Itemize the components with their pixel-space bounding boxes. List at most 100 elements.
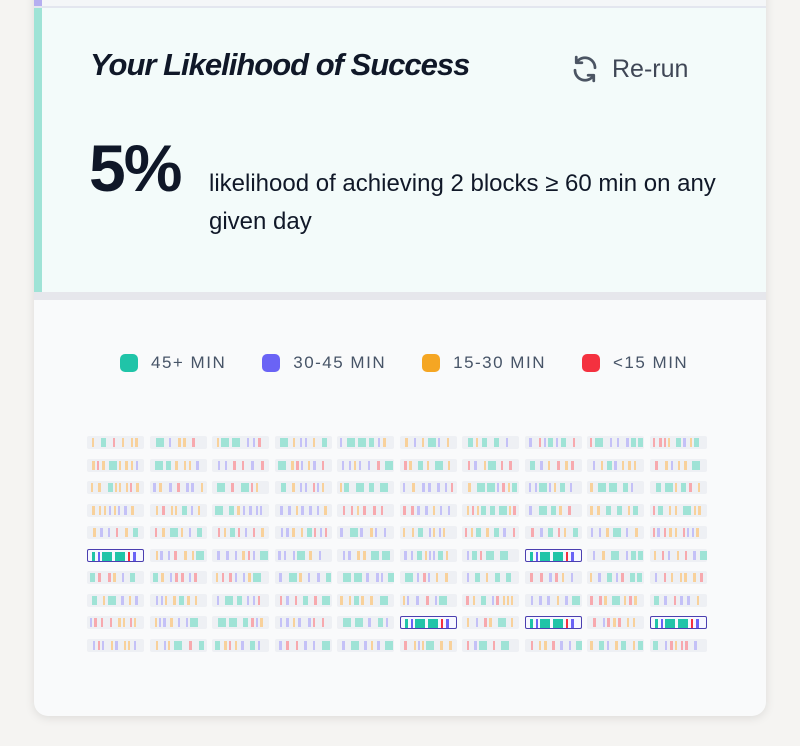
session-mark <box>623 483 628 492</box>
session-mark <box>476 618 478 627</box>
session-mark <box>285 528 289 537</box>
session-mark <box>115 640 118 650</box>
session-mark <box>432 505 435 515</box>
simulated-day-success <box>524 616 582 629</box>
simulated-day <box>87 436 144 449</box>
session-mark <box>176 483 180 492</box>
session-mark <box>278 640 282 650</box>
simulated-day <box>462 526 519 539</box>
simulated-day <box>649 593 707 607</box>
session-mark <box>321 438 327 447</box>
session-mark <box>481 595 486 605</box>
session-mark <box>529 551 533 561</box>
session-mark <box>348 550 351 560</box>
session-mark <box>217 438 219 447</box>
session-mark <box>674 640 677 650</box>
session-mark <box>550 505 556 515</box>
session-mark <box>690 619 693 628</box>
simulated-day <box>274 458 332 472</box>
session-mark <box>652 505 655 515</box>
session-mark <box>494 528 499 537</box>
session-mark <box>539 528 543 537</box>
session-mark <box>108 595 116 605</box>
session-mark <box>655 483 661 492</box>
rerun-button[interactable]: Re-run <box>570 52 688 86</box>
session-mark <box>489 618 492 627</box>
session-mark <box>292 438 295 447</box>
session-mark <box>280 483 286 492</box>
simulated-day <box>87 638 144 652</box>
session-mark <box>340 483 342 492</box>
session-mark <box>312 618 315 627</box>
session-mark <box>349 595 351 605</box>
session-mark <box>673 595 676 605</box>
session-mark <box>404 619 408 628</box>
session-mark <box>668 528 672 537</box>
session-mark <box>241 483 249 492</box>
session-mark <box>495 573 500 582</box>
session-mark <box>408 460 412 470</box>
session-mark <box>468 460 470 470</box>
simulated-day <box>337 638 394 652</box>
session-mark <box>343 618 351 627</box>
session-mark <box>513 528 515 537</box>
session-mark <box>633 640 635 650</box>
legend-swatch <box>422 354 441 372</box>
session-mark <box>98 573 101 582</box>
session-mark <box>607 640 609 650</box>
session-mark <box>539 573 543 582</box>
session-mark <box>97 460 99 470</box>
session-mark <box>654 460 658 470</box>
session-mark <box>614 460 617 470</box>
simulated-day <box>212 548 269 562</box>
session-mark <box>539 619 550 628</box>
session-mark <box>303 640 307 650</box>
session-mark <box>249 505 252 515</box>
session-mark <box>638 640 643 650</box>
session-mark <box>154 618 157 627</box>
simulated-day <box>274 571 332 584</box>
session-mark <box>691 460 700 470</box>
session-mark <box>413 640 416 650</box>
session-mark <box>343 573 351 582</box>
simulated-day <box>524 503 582 517</box>
session-mark <box>183 550 187 560</box>
session-mark <box>101 438 106 447</box>
session-mark <box>567 505 571 515</box>
session-mark <box>442 528 445 537</box>
session-mark <box>595 438 603 447</box>
simulated-day <box>587 593 644 607</box>
session-mark <box>160 595 163 605</box>
session-mark <box>173 550 177 560</box>
session-mark <box>108 573 111 582</box>
session-mark <box>300 505 304 515</box>
session-mark <box>170 505 173 515</box>
session-mark <box>304 438 307 447</box>
session-mark <box>197 505 200 515</box>
session-mark <box>411 528 414 537</box>
session-mark <box>606 528 609 537</box>
session-mark <box>104 505 106 515</box>
session-mark <box>155 550 158 560</box>
session-mark <box>295 460 299 470</box>
simulated-day <box>337 481 394 494</box>
session-mark <box>321 640 330 650</box>
simulated-day <box>587 548 644 562</box>
simulated-day <box>212 616 269 629</box>
session-mark <box>385 640 393 650</box>
session-mark <box>173 640 182 650</box>
session-mark <box>243 505 245 515</box>
session-mark <box>169 573 172 582</box>
session-mark <box>218 528 220 537</box>
session-mark <box>308 550 312 560</box>
session-mark <box>222 573 224 582</box>
session-mark <box>486 573 488 582</box>
session-mark <box>530 640 533 650</box>
session-mark <box>277 460 286 470</box>
session-mark <box>261 528 264 537</box>
session-mark <box>354 595 359 605</box>
simulated-day <box>337 436 394 449</box>
session-mark <box>161 528 165 537</box>
session-mark <box>691 528 694 537</box>
session-mark <box>402 595 405 605</box>
